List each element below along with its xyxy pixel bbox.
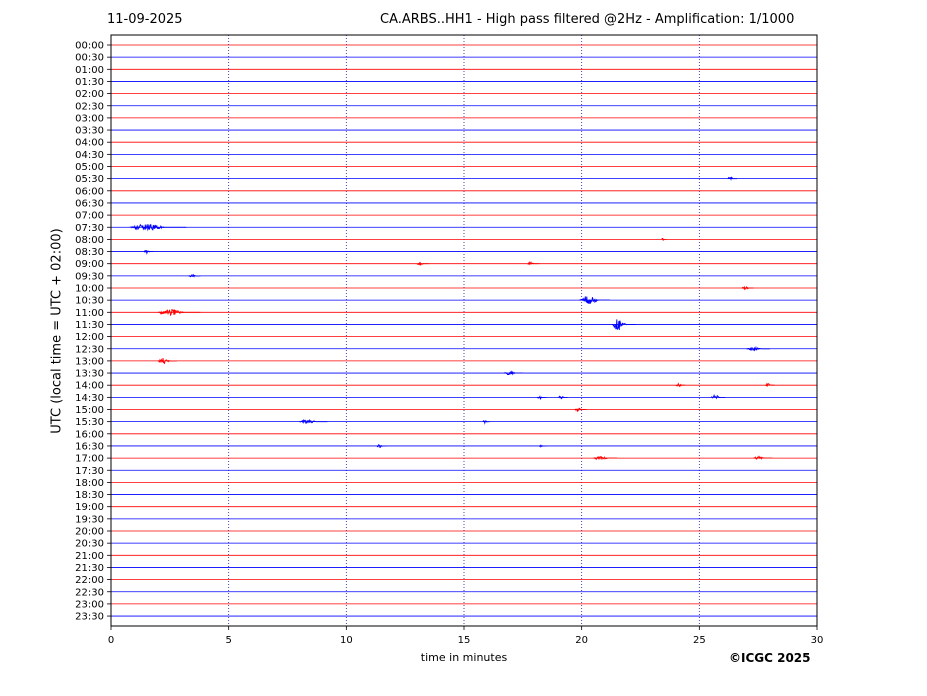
y-tick-label: 08:00 <box>75 235 104 246</box>
y-tick-label: 00:30 <box>75 53 104 64</box>
y-tick-label: 01:30 <box>75 77 104 88</box>
x-tick-label: 0 <box>108 635 114 646</box>
x-axis-label: time in minutes <box>420 651 508 664</box>
x-tick-label: 15 <box>458 635 471 646</box>
seismic-event <box>157 358 177 364</box>
plot-frame <box>110 34 818 627</box>
y-tick-label: 12:00 <box>75 332 104 343</box>
seismic-event <box>527 261 540 266</box>
y-tick-label: 19:00 <box>75 502 104 513</box>
y-tick-label: 12:30 <box>75 344 104 355</box>
seismic-event <box>574 407 587 413</box>
y-tick-label: 07:00 <box>75 211 104 222</box>
seismic-event <box>612 319 636 331</box>
y-tick-label: 09:30 <box>75 271 104 282</box>
y-tick-label: 08:30 <box>75 247 104 258</box>
y-tick-label: 00:00 <box>75 41 104 52</box>
y-tick-label: 04:00 <box>75 138 104 149</box>
x-tick-label: 30 <box>811 635 824 646</box>
y-tick-label: 16:30 <box>75 441 104 452</box>
y-tick-label: 22:30 <box>75 587 104 598</box>
y-tick-label: 05:00 <box>75 162 104 173</box>
y-tick-label: 20:30 <box>75 539 104 550</box>
y-tick-label: 02:30 <box>75 101 104 112</box>
y-tick-label: 17:30 <box>75 466 104 477</box>
y-tick-label: 02:00 <box>75 89 104 100</box>
y-tick-label: 18:30 <box>75 490 104 501</box>
seismic-event <box>593 455 617 461</box>
y-tick-label: 21:00 <box>75 551 104 562</box>
y-tick-label: 20:00 <box>75 527 104 538</box>
seismic-event <box>376 444 387 448</box>
seismic-event <box>503 370 523 376</box>
chart-title: CA.ARBS..HH1 - High pass filtered @2Hz -… <box>380 12 795 27</box>
y-tick-label: 04:30 <box>75 150 104 161</box>
y-tick-label: 05:30 <box>75 174 104 185</box>
y-tick-label: 06:30 <box>75 198 104 209</box>
x-tick-label: 25 <box>693 635 706 646</box>
seismic-event <box>557 395 568 400</box>
x-tick-label: 5 <box>225 635 231 646</box>
y-tick-label: 09:00 <box>75 259 104 270</box>
seismic-event <box>579 296 610 304</box>
y-tick-label: 15:00 <box>75 405 104 416</box>
y-tick-label: 03:00 <box>75 113 104 124</box>
copyright: ©ICGC 2025 <box>729 651 811 665</box>
y-tick-label: 03:30 <box>75 126 104 137</box>
seismic-event <box>765 382 775 387</box>
seismic-event <box>143 250 154 255</box>
x-tick-label: 10 <box>340 635 353 646</box>
seismic-event <box>741 285 754 291</box>
seismic-event <box>753 455 773 460</box>
y-tick-label: 14:30 <box>75 393 104 404</box>
y-tick-label: 11:00 <box>75 308 104 319</box>
seismic-event <box>299 418 328 424</box>
y-axis-label: UTC (local time = UTC + 02:00) <box>49 228 65 434</box>
y-tick-label: 01:00 <box>75 65 104 76</box>
seismic-event <box>157 308 201 317</box>
seismic-event <box>129 223 187 232</box>
y-tick-label: 19:30 <box>75 514 104 525</box>
y-tick-label: 10:00 <box>75 284 104 295</box>
y-tick-label: 06:00 <box>75 186 104 197</box>
y-tick-label: 07:30 <box>75 223 104 234</box>
seismic-event <box>746 345 770 352</box>
y-tick-label: 14:00 <box>75 381 104 392</box>
seismic-event <box>539 444 547 448</box>
y-tick-label: 16:00 <box>75 429 104 440</box>
y-tick-label: 23:30 <box>75 612 104 623</box>
y-tick-label: 11:30 <box>75 320 104 331</box>
seismic-event <box>416 261 429 267</box>
y-tick-label: 13:00 <box>75 356 104 367</box>
y-tick-label: 17:00 <box>75 454 104 465</box>
x-tick-label: 20 <box>575 635 588 646</box>
y-tick-label: 21:30 <box>75 563 104 574</box>
y-tick-label: 22:00 <box>75 575 104 586</box>
seismic-event <box>482 419 490 425</box>
seismic-event <box>710 394 726 400</box>
seismic-event <box>188 273 201 278</box>
y-tick-label: 23:00 <box>75 599 104 610</box>
chart-date: 11-09-2025 <box>107 12 183 27</box>
seismic-event <box>536 395 547 401</box>
seismic-event <box>727 176 737 181</box>
y-tick-label: 15:30 <box>75 417 104 428</box>
y-tick-label: 18:00 <box>75 478 104 489</box>
seismic-event <box>675 382 686 388</box>
seismic-event <box>661 238 667 242</box>
y-tick-label: 10:30 <box>75 296 104 307</box>
y-tick-label: 13:30 <box>75 369 104 380</box>
